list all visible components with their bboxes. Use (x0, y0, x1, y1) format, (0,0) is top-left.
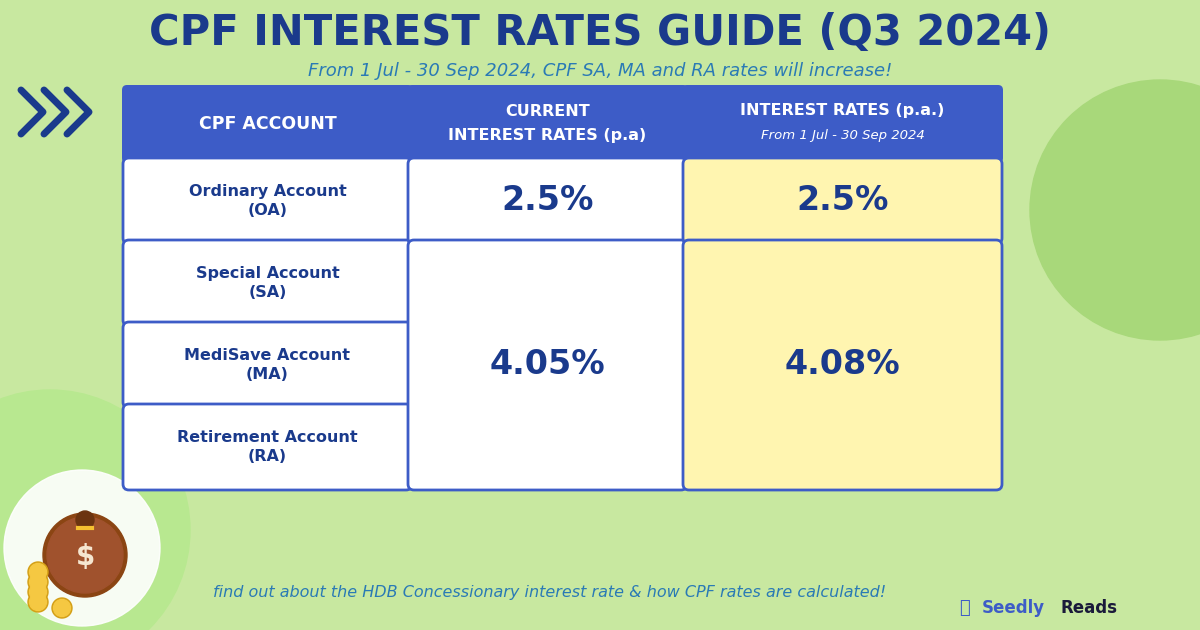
Text: Reads: Reads (1060, 599, 1117, 617)
Text: 2.5%: 2.5% (797, 185, 889, 217)
Circle shape (76, 511, 94, 529)
FancyBboxPatch shape (124, 240, 412, 326)
Circle shape (4, 470, 160, 626)
Text: MediSave Account
(MA): MediSave Account (MA) (185, 348, 350, 382)
Text: $: $ (76, 543, 95, 571)
Circle shape (54, 600, 71, 617)
Text: 4.05%: 4.05% (490, 348, 605, 382)
FancyBboxPatch shape (124, 158, 412, 244)
Circle shape (0, 390, 190, 630)
Text: 4.08%: 4.08% (785, 348, 900, 382)
FancyBboxPatch shape (124, 322, 412, 408)
Text: INTEREST RATES (p.a): INTEREST RATES (p.a) (449, 129, 647, 144)
FancyBboxPatch shape (408, 158, 686, 244)
Circle shape (1030, 80, 1200, 340)
Circle shape (28, 562, 48, 582)
Text: CPF INTEREST RATES GUIDE (Q3 2024): CPF INTEREST RATES GUIDE (Q3 2024) (149, 12, 1051, 54)
Circle shape (30, 573, 47, 590)
Text: From 1 Jul - 30 Sep 2024, CPF SA, MA and RA rates will increase!: From 1 Jul - 30 Sep 2024, CPF SA, MA and… (308, 62, 892, 80)
FancyBboxPatch shape (122, 85, 413, 163)
Text: Retirement Account
(RA): Retirement Account (RA) (178, 430, 358, 464)
Text: find out about the HDB Concessionary interest rate & how CPF rates are calculate: find out about the HDB Concessionary int… (214, 585, 887, 600)
Text: 2.5%: 2.5% (502, 185, 594, 217)
Text: INTEREST RATES (p.a.): INTEREST RATES (p.a.) (740, 103, 944, 118)
FancyBboxPatch shape (124, 404, 412, 490)
Circle shape (52, 598, 72, 618)
Circle shape (47, 517, 124, 593)
Text: From 1 Jul - 30 Sep 2024: From 1 Jul - 30 Sep 2024 (761, 130, 924, 142)
Text: Ordinary Account
(OA): Ordinary Account (OA) (188, 184, 347, 218)
Text: ⬦: ⬦ (960, 599, 971, 617)
FancyBboxPatch shape (407, 85, 688, 163)
FancyBboxPatch shape (682, 85, 1003, 163)
Text: CPF ACCOUNT: CPF ACCOUNT (199, 115, 336, 133)
Circle shape (30, 583, 47, 600)
FancyBboxPatch shape (408, 240, 686, 490)
Circle shape (28, 572, 48, 592)
FancyBboxPatch shape (683, 240, 1002, 490)
Circle shape (30, 563, 47, 580)
Circle shape (30, 593, 47, 610)
FancyBboxPatch shape (683, 158, 1002, 244)
Text: Seedly: Seedly (982, 599, 1045, 617)
Text: Special Account
(SA): Special Account (SA) (196, 266, 340, 300)
Text: CURRENT: CURRENT (505, 105, 590, 120)
Circle shape (28, 592, 48, 612)
Circle shape (43, 513, 127, 597)
Circle shape (28, 582, 48, 602)
